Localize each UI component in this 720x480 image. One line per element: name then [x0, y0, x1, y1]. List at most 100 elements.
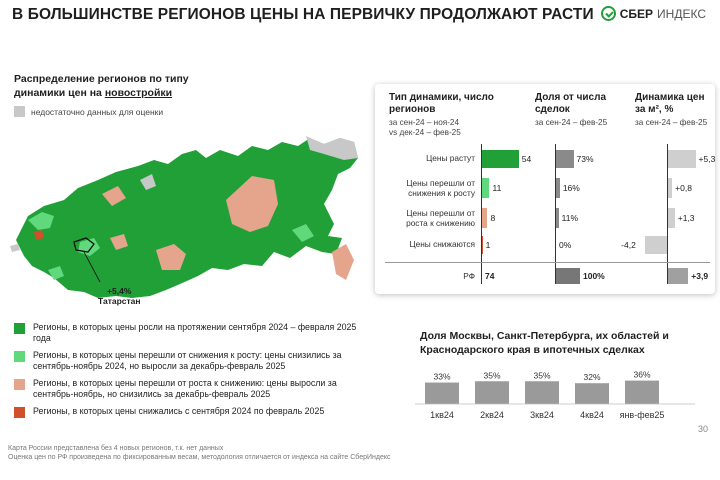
share-bar [556, 178, 560, 198]
change-bar [668, 208, 675, 228]
legend-text: Регионы, в которых цены перешли от роста… [33, 378, 337, 399]
count-bar [482, 178, 490, 198]
legend-no-data-label: недостаточно данных для оценки [31, 106, 164, 117]
region-salmon-far-east [332, 244, 354, 280]
legend-swatch-dark-green [14, 323, 25, 334]
legend-item-growth-to-drop: Регионы, в которых цены перешли от роста… [14, 378, 364, 400]
russia-regions-map [10, 136, 358, 298]
share-bar-label: 35% [483, 370, 500, 380]
axis-line-change [667, 144, 668, 284]
dynamics-panel: Тип динамики, число регионов за сен-24 –… [375, 84, 715, 294]
col1-sub1: за сен-24 – ноя-24 [389, 118, 460, 127]
region-salmon-south-siberia [156, 244, 186, 270]
region-salmon-urals [110, 234, 128, 250]
share-tick-label: 4кв24 [580, 410, 604, 420]
region-gray-chukotka [306, 136, 358, 160]
region-light-green-south [48, 266, 64, 280]
change-value: +0,8 [675, 183, 692, 193]
region-salmon-siberia [226, 176, 278, 232]
change-value: +5,3 [698, 154, 716, 164]
change-value: +1,3 [677, 213, 695, 223]
col3-sub: за сен-24 – фев-25 [635, 118, 708, 127]
share-bar-label: 33% [433, 372, 450, 382]
map-territory [16, 138, 358, 298]
legend-swatch-light-green [14, 351, 25, 362]
share-value: 100% [583, 271, 605, 281]
share-bar [475, 381, 509, 404]
footnote-line1: Карта России представлена без 4 новых ре… [8, 445, 224, 452]
share-chart-title: Доля Москвы, Санкт-Петербурга, их област… [420, 330, 669, 356]
legend-item-drop-to-growth: Регионы, в которых цены перешли от сниже… [14, 350, 364, 372]
row-label: Цены перешли от снижения к росту [406, 178, 475, 198]
share-tick-label: 3кв24 [530, 410, 554, 420]
row-label: Цены снижаются [409, 239, 475, 249]
share-tick-label: янв-фев25 [620, 410, 665, 420]
map-title: Распределение регионов по типу динамики … [14, 72, 234, 100]
axis-line-count [481, 144, 482, 284]
share-bar [556, 208, 559, 228]
change-bar [668, 178, 673, 198]
map-title-prefix: динамики цен на [14, 87, 105, 99]
share-bar [556, 150, 574, 168]
legend-no-data: недостаточно данных для оценки [14, 106, 163, 117]
share-tick-label: 1кв24 [430, 410, 454, 420]
tatarstan-label: Татарстан [98, 296, 141, 306]
map-title-link: новостройки [104, 87, 173, 99]
count-value: 1 [485, 240, 491, 250]
region-gray-yamal [140, 174, 156, 190]
share-bar-label: 36% [633, 370, 650, 380]
page-title: В БОЛЬШИНСТВЕ РЕГИОНОВ ЦЕНЫ НА ПЕРВИЧКУ … [12, 6, 594, 23]
region-tatarstan-outline [73, 237, 95, 253]
sber-logo-icon [600, 6, 616, 21]
brand-suffix: ИНДЕКС [657, 6, 706, 21]
count-bar [482, 208, 488, 228]
footnote: Карта России представлена без 4 новых ре… [8, 444, 391, 462]
page-number: 30 [697, 424, 708, 434]
change-bar [668, 268, 689, 284]
row-label: Цены перешли от роста к снижению [406, 208, 475, 228]
share-value: 16% [562, 183, 580, 193]
row-label: Цены растут [426, 153, 475, 163]
share-bar [425, 382, 459, 404]
brand-name: СБЕР [619, 6, 654, 21]
change-value: -4,2 [621, 240, 636, 250]
total-separator [385, 262, 710, 263]
col2-title: Доля от числа сделок [535, 92, 607, 115]
count-value: 54 [521, 154, 532, 164]
map-title-line1: Распределение регионов по типу [14, 73, 189, 85]
share-bar [575, 383, 609, 404]
region-red-moscow [34, 230, 44, 240]
legend-swatch-salmon [14, 379, 25, 390]
share-bar [625, 380, 659, 404]
row-label: РФ [463, 271, 475, 281]
count-value: 11 [492, 183, 502, 193]
axis-line-share [555, 144, 556, 284]
crimea-gray [10, 244, 20, 252]
region-light-green-east [292, 224, 314, 242]
count-bar [482, 150, 519, 168]
brand-logo-block: СБЕР ИНДЕКС [600, 6, 706, 21]
change-bar [645, 236, 667, 254]
legend-text: Регионы, в которых цены перешли от сниже… [33, 350, 342, 371]
legend-swatch-gray [14, 106, 25, 117]
legend-item-decline: Регионы, в которых цены снижались с сент… [14, 406, 364, 418]
legend-item-growth: Регионы, в которых цены росли на протяже… [14, 322, 364, 344]
col3-title: Динамика цен за м², % [635, 92, 705, 115]
footnote-line2: Оценка цен по РФ произведена по фиксиров… [8, 454, 391, 461]
share-bar-label: 32% [583, 372, 600, 382]
share-value: 73% [576, 154, 594, 164]
col1-title: Тип динамики, число регионов [389, 92, 494, 115]
share-bar [525, 381, 559, 404]
share-bar [556, 268, 580, 284]
legend-text: Регионы, в которых цены росли на протяже… [33, 322, 357, 343]
tatarstan-callout: +5,4% Татарстан [98, 286, 141, 306]
share-bar-label: 35% [533, 370, 550, 380]
tatarstan-pointer-line [83, 251, 101, 283]
change-value: +3,9 [691, 271, 709, 281]
change-bar [668, 150, 696, 168]
legend-swatch-red [14, 407, 25, 418]
col2-sub: за сен-24 – фев-25 [535, 118, 608, 127]
tatarstan-value: +5,4% [107, 286, 132, 296]
share-tick-label: 2кв24 [480, 410, 504, 420]
share-bar-chart: 33% 1кв24 35% 2кв24 35% 3кв24 32% 4кв24 36% янв-ф… [415, 370, 695, 420]
